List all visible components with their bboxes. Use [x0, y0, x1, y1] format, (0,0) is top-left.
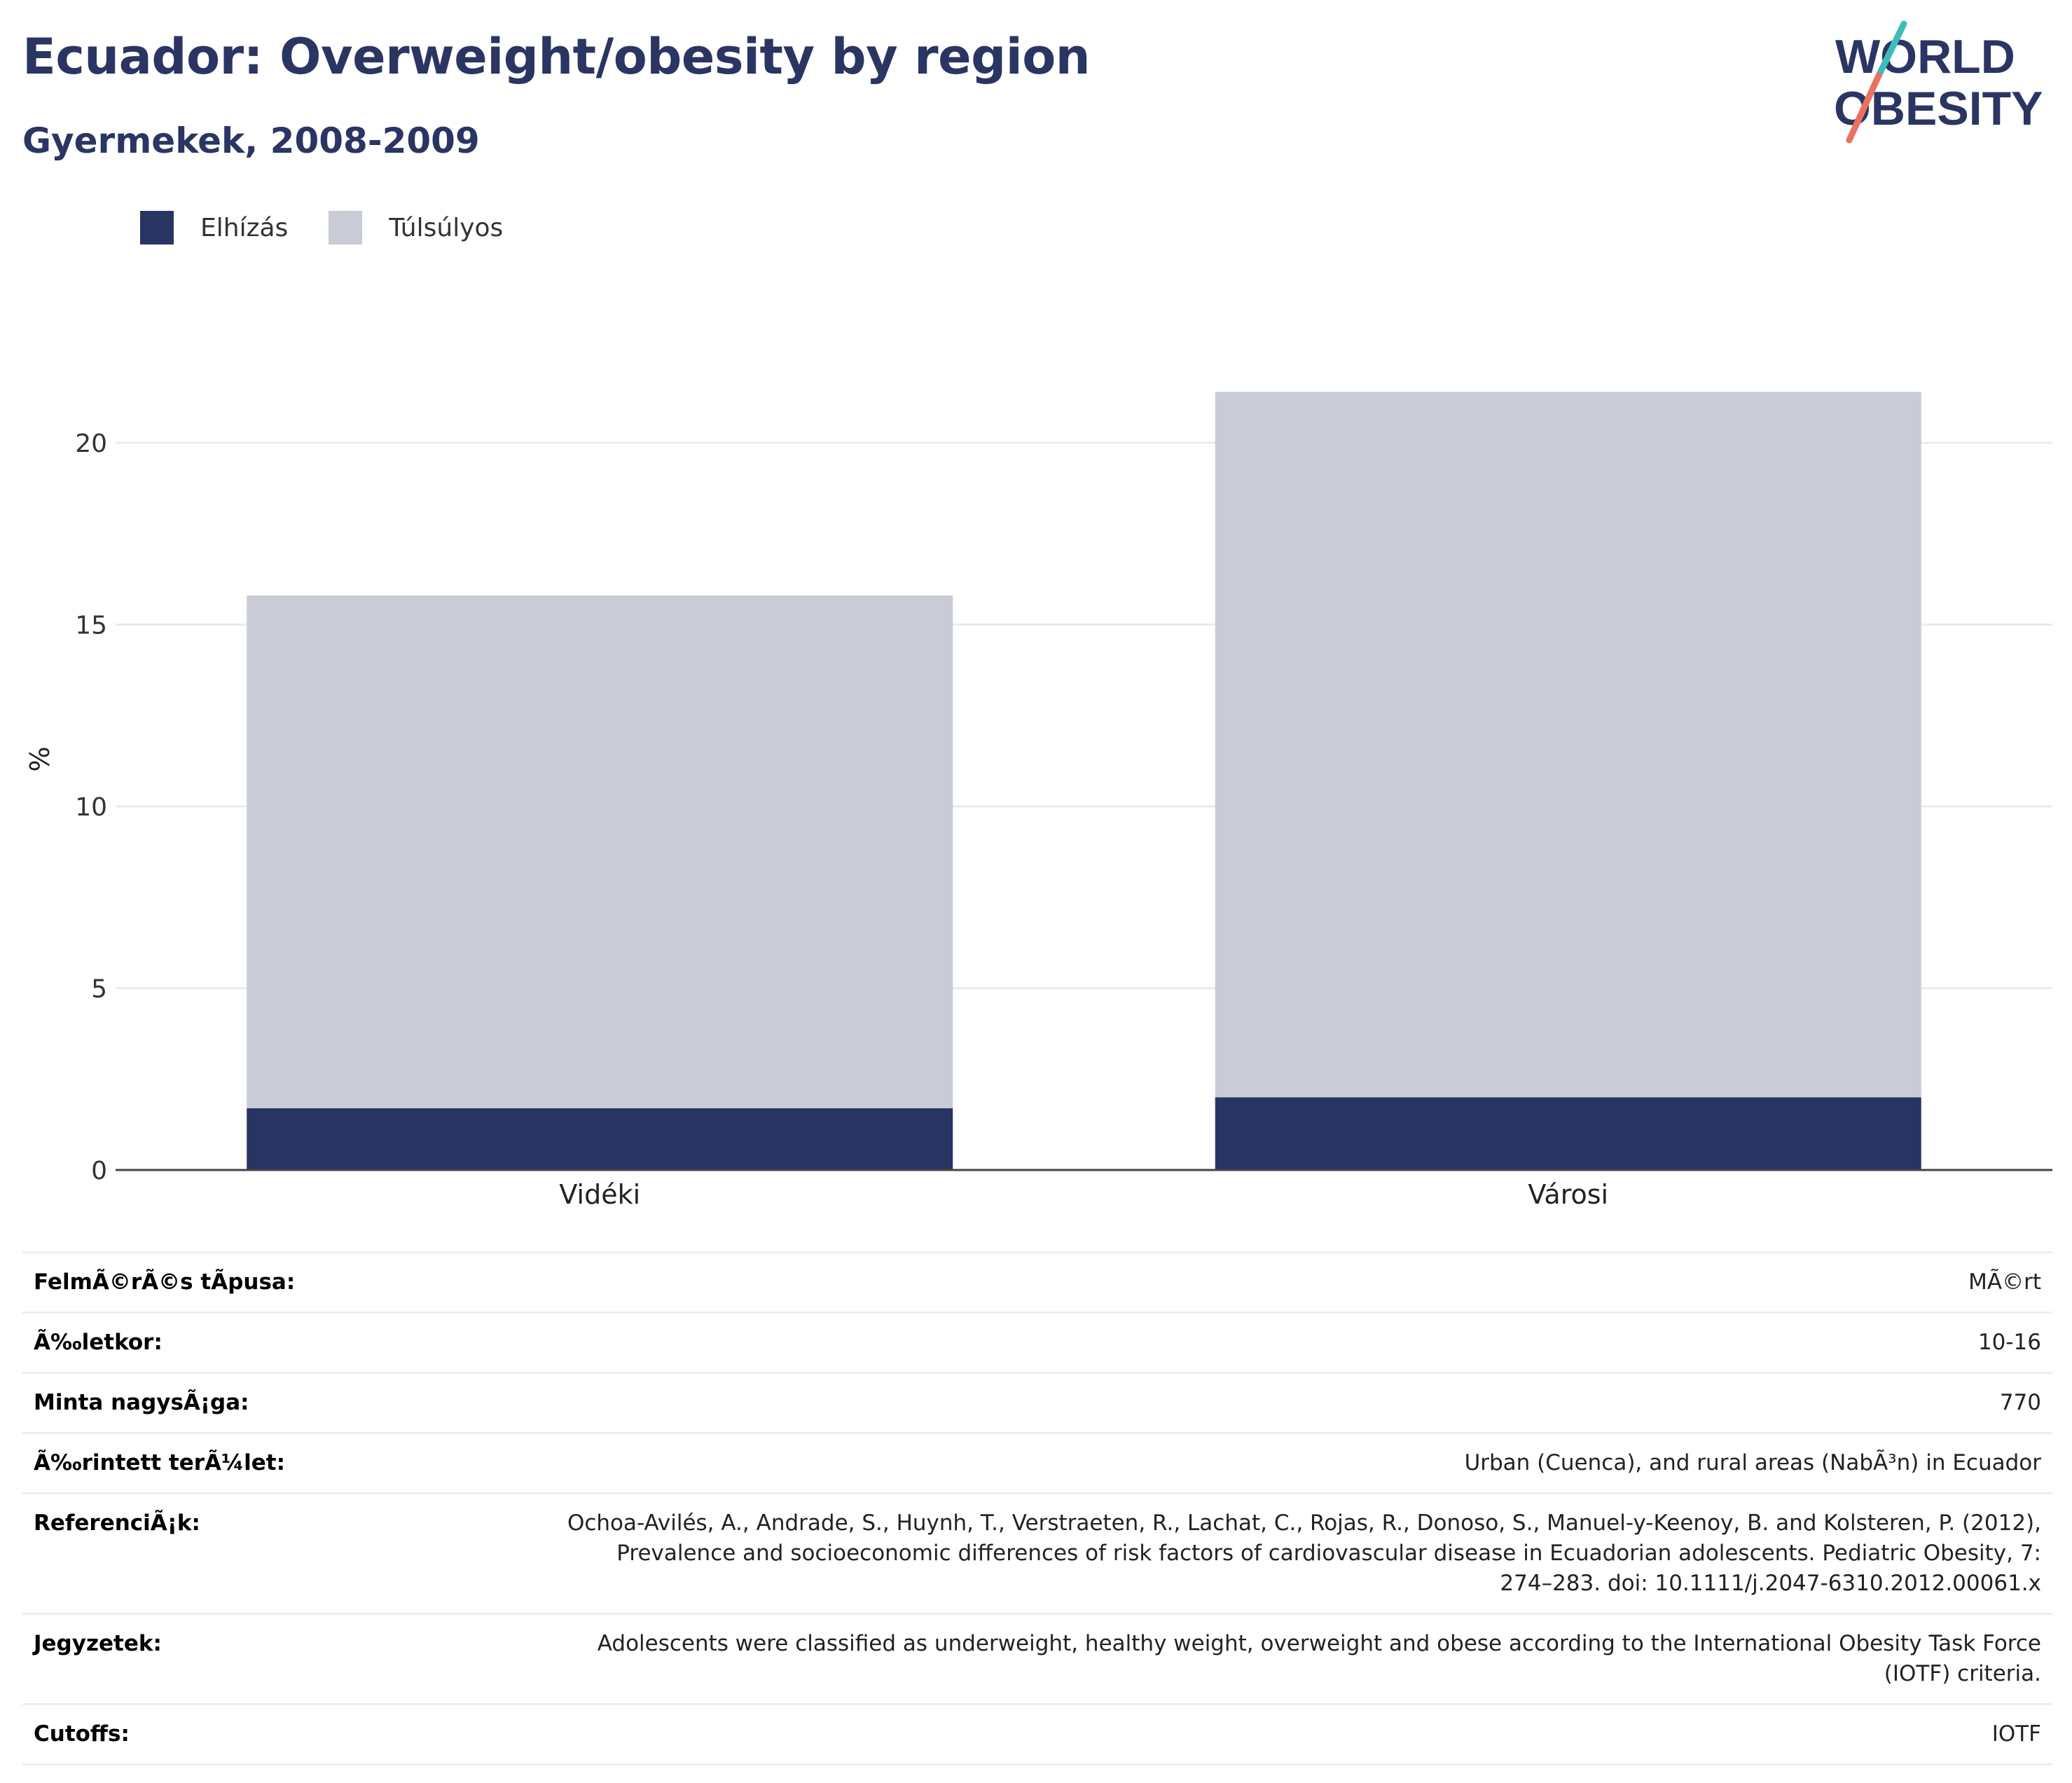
metadata-value-line: Prevalence and socioeconomic differences…: [616, 1541, 2041, 1566]
legend-item-obese[interactable]: Elhízás: [140, 211, 288, 245]
metadata-row: Cutoffs: IOTF: [22, 1703, 2052, 1765]
metadata-value-line: 10-16: [1977, 1330, 2041, 1355]
metadata-value-line: Adolescents were classified as underweig…: [597, 1631, 2041, 1656]
bar-segment-obese: [247, 1108, 953, 1170]
logo-line1: WORLD: [1835, 30, 2015, 83]
metadata-value-line: IOTF: [1991, 1721, 2041, 1747]
legend-swatch-overweight: [329, 211, 363, 245]
legend-label-obese: Elhízás: [200, 213, 289, 242]
metadata-row: FelmÃ©rÃ©s tÃpusa: MÃ©rt: [22, 1251, 2052, 1314]
legend-swatch-obese: [140, 211, 174, 245]
metadata-row: Ã‰letkor: 10-16: [22, 1312, 2052, 1374]
metadata-row: Ã‰rintett terÃ¼let: Urban (Cuenca), and r…: [22, 1432, 2052, 1494]
metadata-key: ReferenciÃ¡k:: [22, 1492, 437, 1615]
metadata-value: 770: [437, 1372, 2052, 1434]
bar-segment-overweight: [1215, 392, 1921, 1098]
logo-slash-teal: [1875, 20, 1907, 79]
metadata-key: Jegyzetek:: [22, 1613, 437, 1705]
metadata-key: Ã‰rintett terÃ¼let:: [22, 1432, 437, 1494]
metadata-key: Minta nagysÃ¡ga:: [22, 1372, 437, 1434]
bar-chart: 0 5 10 15 20% Vidéki Városi: [25, 392, 2052, 1210]
metadata-table: FelmÃ©rÃ©s tÃpusa: MÃ©rt Ã‰letkor: 10-16 Min…: [22, 1251, 2052, 1765]
metadata-value: Adolescents were classified as underweig…: [437, 1613, 2052, 1705]
metadata-value: Ochoa-Avilés, A., Andrade, S., Huynh, T.…: [437, 1492, 2052, 1615]
metadata-value-line: Urban (Cuenca), and rural areas (NabÃ³n)…: [1464, 1450, 2041, 1475]
x-tick-label: Városi: [1528, 1179, 1608, 1210]
y-axis-label: %: [25, 746, 55, 771]
y-tick-label: 20: [75, 429, 107, 458]
metadata-row: Jegyzetek: Adolescents were classified as…: [22, 1613, 2052, 1705]
metadata-key: Ã‰letkor:: [22, 1312, 437, 1374]
y-tick-label: 15: [75, 612, 107, 640]
legend-item-overweight[interactable]: Túlsúlyos: [329, 211, 503, 245]
metadata-value-line: Ochoa-Avilés, A., Andrade, S., Huynh, T.…: [567, 1510, 2041, 1536]
metadata-key: FelmÃ©rÃ©s tÃpusa:: [22, 1251, 437, 1314]
logo-slash-coral: [1846, 72, 1882, 144]
x-tick-label: Vidéki: [559, 1179, 640, 1210]
metadata-value-line: MÃ©rt: [1968, 1269, 2041, 1295]
world-obesity-logo: WORLD OBESITY: [1834, 20, 2043, 144]
metadata-value-line: (IOTF) criteria.: [1884, 1661, 2041, 1686]
chart-subtitle: Gyermekek, 2008-2009: [22, 121, 480, 161]
metadata-value: Urban (Cuenca), and rural areas (NabÃ³n)…: [437, 1432, 2052, 1494]
metadata-row: ReferenciÃ¡k: Ochoa-Avilés, A., Andrade, …: [22, 1492, 2052, 1615]
y-tick-label: 5: [91, 975, 107, 1004]
y-tick-label: 10: [75, 793, 107, 822]
y-tick-label: 0: [91, 1157, 107, 1185]
metadata-value: 10-16: [437, 1312, 2052, 1374]
metadata-key: Cutoffs:: [22, 1703, 437, 1765]
metadata-value: MÃ©rt: [437, 1251, 2052, 1314]
metadata-value-line: 274–283. doi: 10.1111/j.2047-6310.2012.0…: [1500, 1571, 2041, 1596]
chart-legend: Elhízás Túlsúlyos: [140, 207, 544, 249]
metadata-value-line: 770: [1999, 1390, 2041, 1415]
metadata-row: Minta nagysÃ¡ga: 770: [22, 1372, 2052, 1434]
bar-segment-obese: [1215, 1097, 1921, 1170]
metadata-value: IOTF: [437, 1703, 2052, 1765]
chart-title: Ecuador: Overweight/obesity by region: [22, 28, 1091, 85]
legend-label-overweight: Túlsúlyos: [389, 213, 504, 242]
bar-segment-overweight: [247, 595, 953, 1108]
